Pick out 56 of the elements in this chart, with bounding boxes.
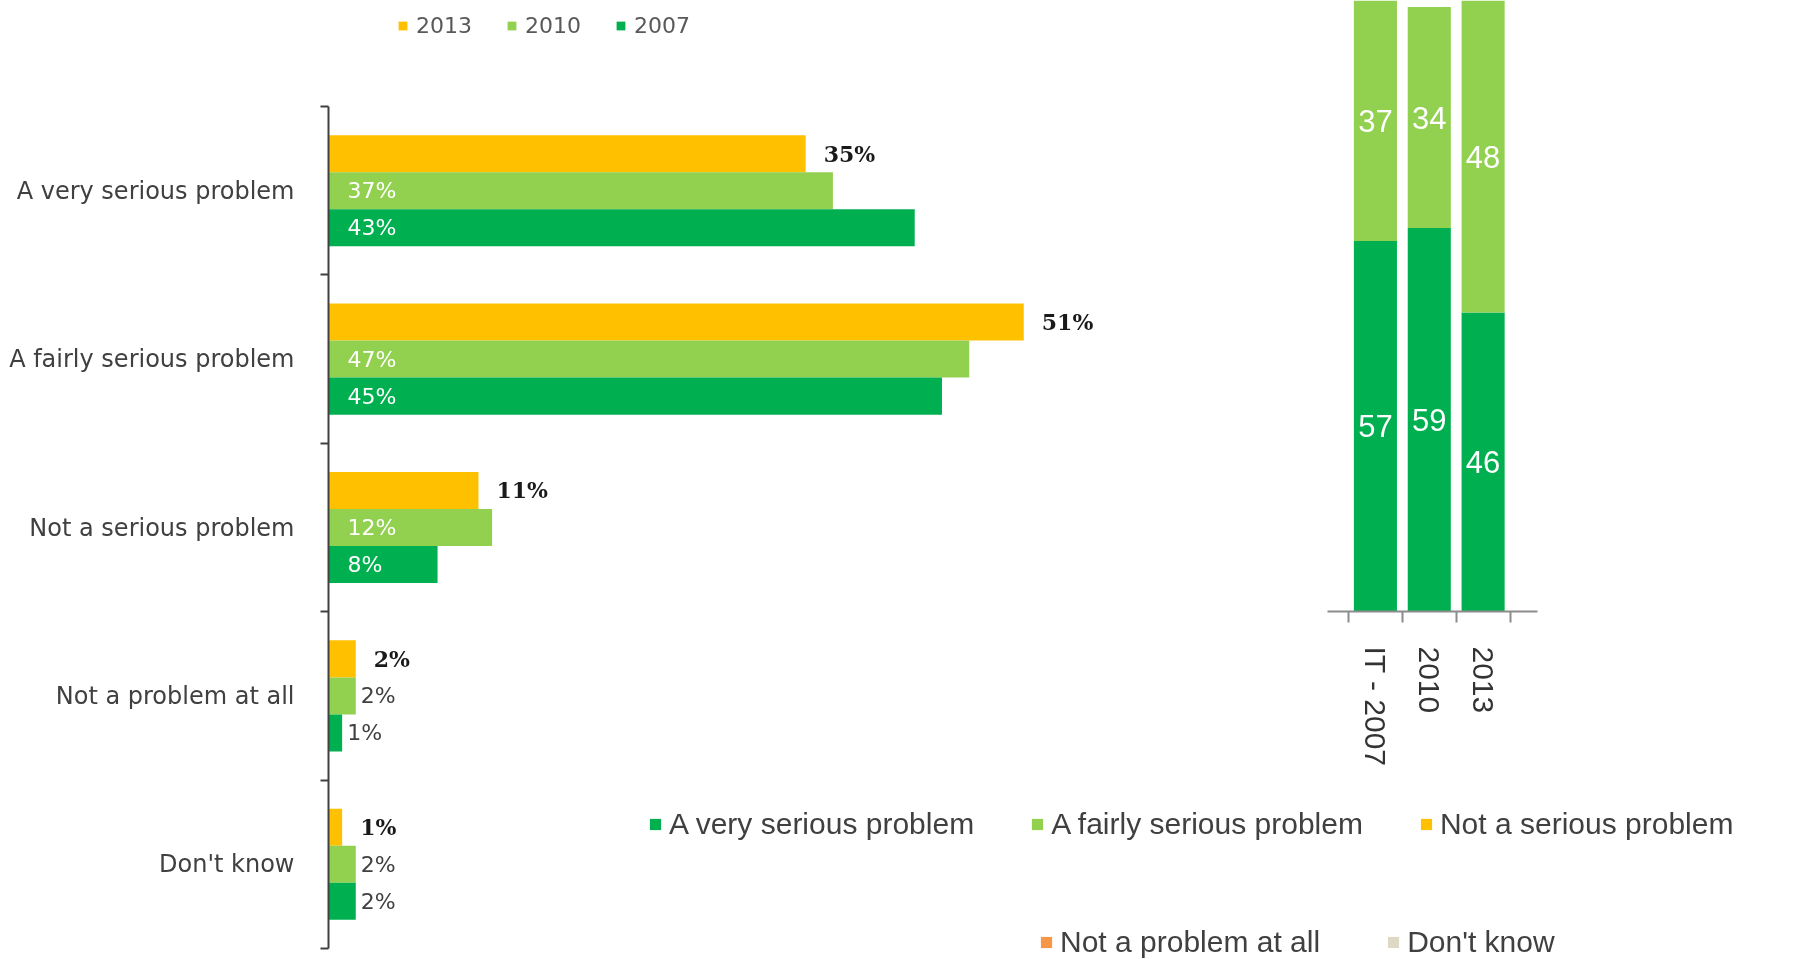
bar <box>328 209 915 247</box>
data-label: 12% <box>347 515 397 540</box>
bar <box>328 640 356 678</box>
y-tick-label: Don't know <box>159 850 295 879</box>
bar <box>1353 0 1397 241</box>
bar <box>1407 228 1451 612</box>
bar <box>328 508 493 547</box>
data-label: 43% <box>347 215 397 241</box>
x-tick-label: 2010 <box>1412 646 1446 714</box>
bar <box>1461 312 1505 612</box>
bar <box>1353 241 1397 612</box>
data-label: 11% <box>496 477 549 504</box>
bar <box>328 377 942 415</box>
legend-label: A fairly serious problem <box>1051 807 1363 841</box>
y-tick-label: A very serious problem <box>16 176 295 205</box>
x-tick-label: IT - 2007 <box>1358 646 1392 767</box>
legend-label: Don't know <box>1407 925 1555 959</box>
bar <box>328 340 970 378</box>
data-label: 46 <box>1465 445 1501 480</box>
bar <box>1407 7 1451 228</box>
x-tick-label: 2013 <box>1466 646 1500 714</box>
data-label: 45% <box>347 383 397 409</box>
bar <box>328 471 479 509</box>
legend-label: Not a serious problem <box>1439 807 1734 841</box>
data-label: 57 <box>1358 409 1393 445</box>
bar <box>328 135 806 173</box>
y-tick-label: A fairly serious problem <box>9 345 295 374</box>
data-label: 2% <box>360 888 396 914</box>
legend-label: 2010 <box>525 12 581 38</box>
bar <box>328 882 356 920</box>
legend-label: 2013 <box>416 12 472 38</box>
legend-label: Not a problem at all <box>1060 925 1321 959</box>
data-label: 34 <box>1412 100 1447 136</box>
bar <box>328 677 356 715</box>
bar <box>328 845 356 883</box>
data-label: 51% <box>1041 309 1094 336</box>
data-label: 37% <box>347 178 397 204</box>
bar <box>1461 0 1505 313</box>
legend-label: 2007 <box>634 12 690 38</box>
data-label: 47% <box>347 346 397 372</box>
data-label: 2% <box>373 645 411 672</box>
data-label: 35% <box>823 140 876 167</box>
data-label: 2% <box>360 851 396 877</box>
bar <box>328 546 438 584</box>
data-label: 59 <box>1412 402 1447 438</box>
data-label: 37 <box>1358 103 1393 139</box>
data-label: 1% <box>347 720 383 746</box>
y-tick-label: Not a serious problem <box>29 513 295 542</box>
bar <box>328 172 833 210</box>
bar <box>328 303 1024 341</box>
data-label: 48 <box>1465 139 1501 175</box>
data-label: 8% <box>347 552 383 578</box>
legend-label: A very serious problem <box>669 807 975 841</box>
y-tick-label: Not a problem at all <box>55 681 295 710</box>
data-label: 2% <box>360 683 396 709</box>
data-label: 1% <box>360 814 397 841</box>
